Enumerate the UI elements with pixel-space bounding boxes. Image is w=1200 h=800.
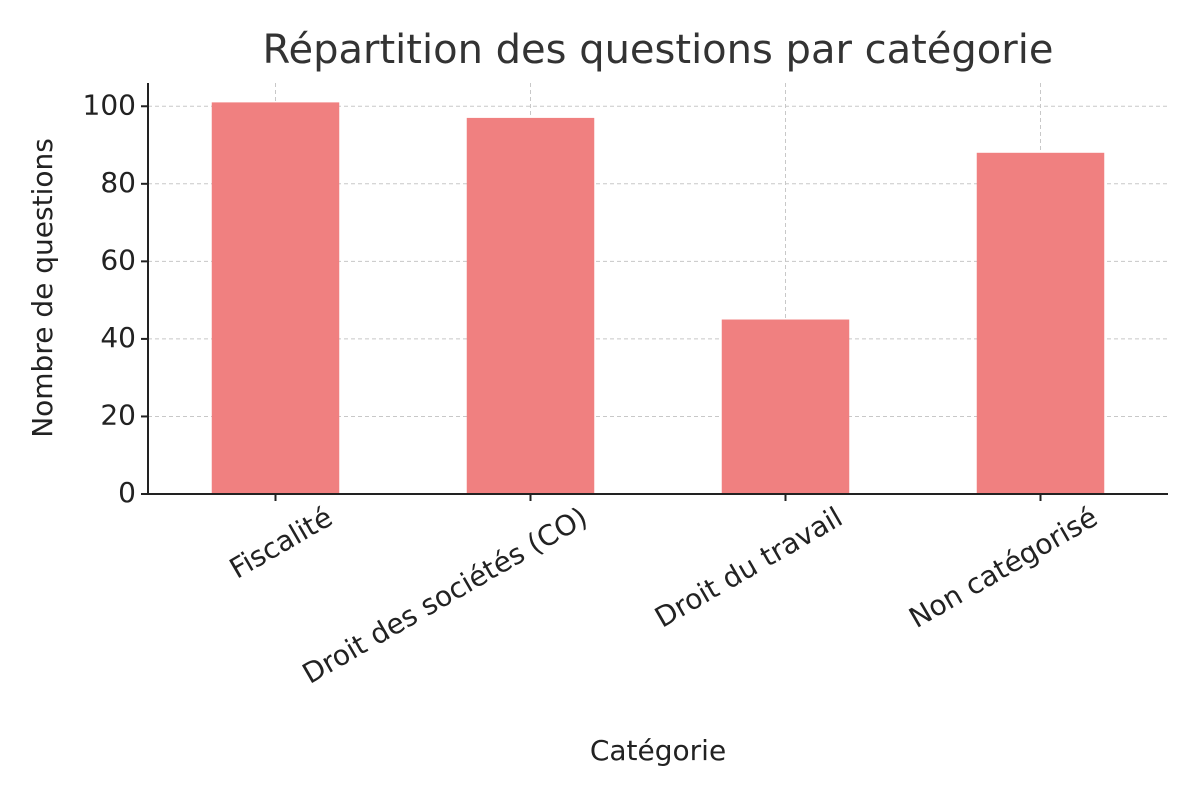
- x-tick-label: Fiscalité: [224, 500, 338, 585]
- y-tick-label: 80: [100, 166, 136, 199]
- bar: [721, 319, 850, 494]
- y-tick-label: 60: [100, 243, 136, 276]
- bar: [466, 117, 595, 494]
- x-tick-label: Droit du travail: [649, 500, 848, 634]
- y-tick-label: 40: [100, 321, 136, 354]
- x-tick-label: Droit des sociétés (CO): [297, 500, 593, 690]
- chart-title: Répartition des questions par catégorie: [263, 27, 1054, 73]
- y-tick-label: 20: [100, 398, 136, 431]
- y-tick-label: 100: [83, 88, 136, 121]
- x-tick-label: Non catégorisé: [903, 500, 1103, 634]
- y-axis-label: Nombre de questions: [26, 138, 59, 438]
- y-tick-label: 0: [118, 476, 136, 509]
- bar: [211, 102, 340, 495]
- x-axis-label: Catégorie: [590, 734, 726, 767]
- bar: [976, 152, 1105, 494]
